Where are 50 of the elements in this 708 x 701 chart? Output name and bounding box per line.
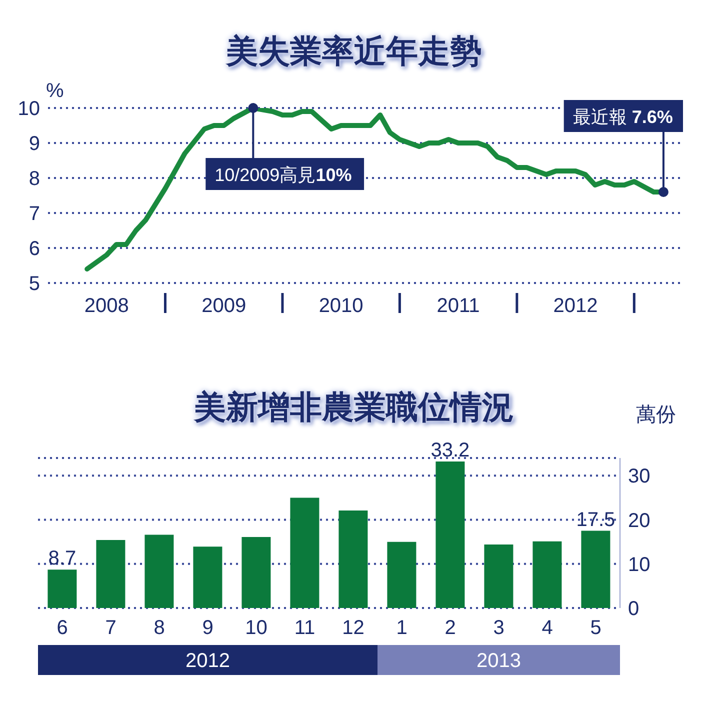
chart-title: 美失業率近年走勢 bbox=[224, 31, 483, 72]
bar bbox=[96, 540, 126, 608]
x-tick-label: 2012 bbox=[553, 295, 598, 317]
y-tick-label: 7 bbox=[28, 203, 40, 226]
bar bbox=[484, 544, 514, 608]
x-tick-label: 6 bbox=[56, 617, 68, 640]
x-tick-label: 8 bbox=[154, 617, 165, 640]
y-tick-label: 0 bbox=[628, 598, 640, 620]
bar bbox=[290, 498, 320, 608]
x-tick-label: 3 bbox=[493, 617, 504, 640]
bar bbox=[338, 510, 368, 608]
y-tick-label: 20 bbox=[628, 510, 650, 532]
x-tick-label: 5 bbox=[590, 617, 602, 640]
y-tick-label: 9 bbox=[28, 133, 40, 156]
x-tick-label: 9 bbox=[202, 617, 214, 640]
bar bbox=[387, 542, 416, 608]
bar bbox=[48, 570, 77, 608]
x-tick-label: 2008 bbox=[84, 295, 129, 317]
x-tick-label: 2011 bbox=[436, 295, 480, 317]
y-tick-label: 8 bbox=[28, 168, 40, 190]
data-label: 8.7 bbox=[48, 548, 76, 570]
x-tick-label: 7 bbox=[105, 617, 116, 640]
chart-title: 美新增非農業職位情況 bbox=[194, 388, 514, 426]
bar bbox=[436, 462, 465, 608]
bar bbox=[242, 536, 271, 608]
bar bbox=[193, 546, 222, 608]
x-tick-label: 11 bbox=[294, 617, 316, 640]
x-tick-label: 2009 bbox=[202, 295, 246, 317]
data-label: 17.5 bbox=[576, 508, 616, 531]
y-axis-title: 萬份 bbox=[636, 403, 676, 428]
annotation: 10/2009高見10% bbox=[214, 165, 352, 185]
bar bbox=[532, 541, 562, 608]
y-tick-label: 10 bbox=[18, 98, 40, 120]
y-tick-label: 30 bbox=[628, 466, 650, 488]
text: 2012 bbox=[186, 650, 230, 672]
annotation: 最近報 7.6% bbox=[572, 107, 673, 127]
x-tick-label: 2010 bbox=[318, 295, 364, 317]
y-tick-label: 5 bbox=[28, 273, 40, 296]
x-tick-label: 12 bbox=[342, 617, 364, 640]
bar bbox=[581, 530, 610, 608]
data-label: 33.2 bbox=[430, 440, 470, 462]
y-tick-label: 6 bbox=[28, 238, 40, 260]
x-tick-label: 4 bbox=[542, 617, 553, 640]
x-tick-label: 1 bbox=[396, 617, 408, 640]
x-tick-label: 2 bbox=[444, 617, 456, 640]
y-tick-label: 10 bbox=[628, 554, 650, 576]
x-tick-label: 10 bbox=[245, 617, 268, 640]
y-axis-title: % bbox=[46, 80, 64, 103]
text: 2013 bbox=[476, 650, 521, 672]
bar bbox=[144, 534, 174, 608]
